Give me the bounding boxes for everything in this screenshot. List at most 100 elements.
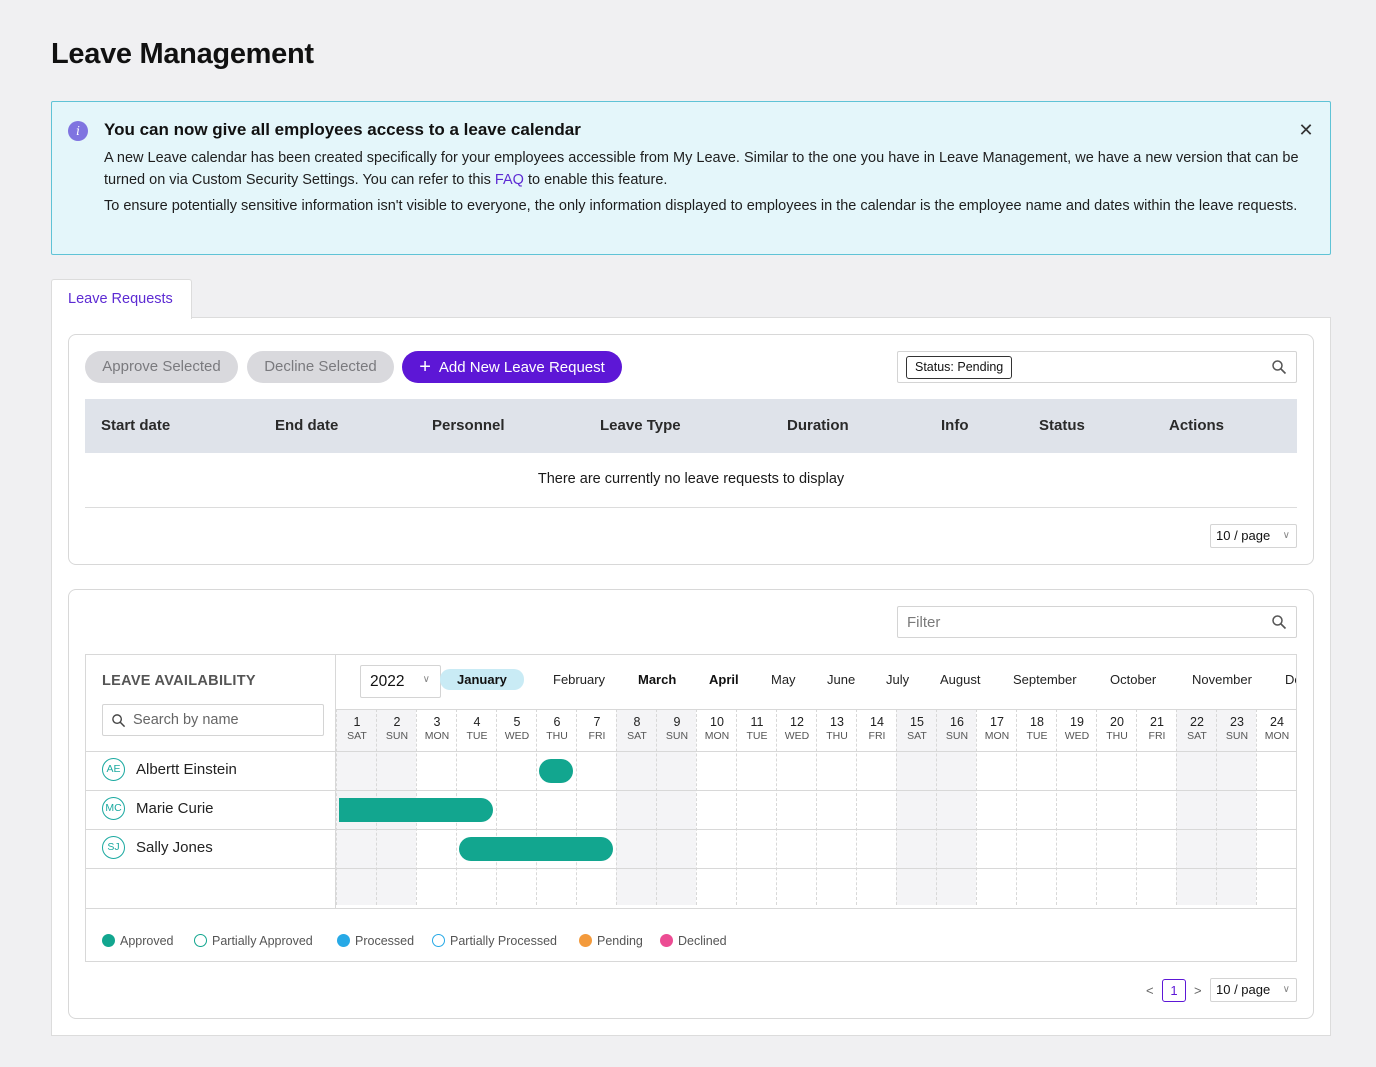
column-header[interactable]: Actions bbox=[1169, 417, 1225, 434]
leave-bar[interactable] bbox=[539, 759, 573, 783]
avatar: AE bbox=[102, 758, 125, 781]
pager-next[interactable]: > bbox=[1194, 983, 1202, 998]
leave-availability-title: LEAVE AVAILABILITY bbox=[102, 673, 256, 689]
day-of-week: TUE bbox=[746, 730, 768, 742]
legend-dot-icon bbox=[432, 934, 445, 947]
plus-icon: + bbox=[419, 356, 431, 378]
filter-placeholder: Filter bbox=[907, 614, 941, 631]
legend-label: Partially Approved bbox=[212, 934, 313, 948]
info-icon: i bbox=[68, 121, 88, 141]
page-size-select[interactable]: 10 / page ∨ bbox=[1210, 978, 1297, 1002]
divider bbox=[86, 908, 1296, 909]
legend-item: Processed bbox=[337, 934, 414, 948]
chevron-down-icon: ∨ bbox=[1282, 530, 1290, 541]
calendar-day-column: 13 THU bbox=[816, 709, 856, 905]
calendar-day-column: 14 FRI bbox=[856, 709, 896, 905]
avatar: MC bbox=[102, 797, 125, 820]
person-name[interactable]: Sally Jones bbox=[136, 839, 213, 856]
column-header[interactable]: End date bbox=[275, 417, 339, 434]
legend-label: Approved bbox=[120, 934, 174, 948]
calendar-day-column: 9 SUN bbox=[656, 709, 696, 905]
pager-prev[interactable]: < bbox=[1146, 983, 1154, 998]
day-number: 9 bbox=[673, 715, 681, 729]
banner-paragraph-1: A new Leave calendar has been created sp… bbox=[104, 147, 1309, 191]
month-tab-may[interactable]: May bbox=[771, 672, 796, 687]
calendar-day-column: 19 WED bbox=[1056, 709, 1096, 905]
tab-leave-requests[interactable]: Leave Requests bbox=[51, 279, 192, 319]
legend-dot-icon bbox=[337, 934, 350, 947]
legend-item: Approved bbox=[102, 934, 174, 948]
legend-item: Partially Approved bbox=[194, 934, 313, 948]
day-number: 4 bbox=[473, 715, 481, 729]
search-icon[interactable] bbox=[1271, 359, 1287, 375]
day-of-week: THU bbox=[826, 730, 848, 742]
info-banner: i You can now give all employees access … bbox=[51, 101, 1331, 255]
divider bbox=[85, 507, 1297, 508]
day-of-week: SAT bbox=[907, 730, 927, 742]
leave-bar[interactable] bbox=[459, 837, 613, 861]
search-icon[interactable] bbox=[1271, 614, 1287, 630]
day-of-week: SAT bbox=[627, 730, 647, 742]
day-number: 5 bbox=[513, 715, 521, 729]
month-tab-october[interactable]: October bbox=[1110, 672, 1157, 687]
calendar-day-column: 8 SAT bbox=[616, 709, 656, 905]
search-icon bbox=[112, 714, 126, 728]
name-search-input[interactable]: Search by name bbox=[102, 704, 324, 736]
column-header[interactable]: Duration bbox=[787, 417, 849, 434]
legend-label: Partially Processed bbox=[450, 934, 557, 948]
day-number: 16 bbox=[950, 715, 964, 729]
month-tab-february[interactable]: February bbox=[553, 672, 606, 687]
column-header[interactable]: Start date bbox=[101, 417, 171, 434]
calendar-day-column: 12 WED bbox=[776, 709, 816, 905]
calendar-day-column: 20 THU bbox=[1096, 709, 1136, 905]
faq-link[interactable]: FAQ bbox=[494, 172, 524, 188]
banner-text: to enable this feature. bbox=[523, 172, 668, 188]
page-size-select[interactable]: 10 / page ∨ bbox=[1210, 524, 1297, 548]
month-tab-august[interactable]: August bbox=[940, 672, 981, 687]
column-header[interactable]: Info bbox=[941, 417, 969, 434]
approve-selected-button[interactable]: Approve Selected bbox=[85, 351, 238, 383]
day-of-week: WED bbox=[504, 730, 530, 742]
month-tab-june[interactable]: June bbox=[827, 672, 856, 687]
legend-label: Declined bbox=[678, 934, 727, 948]
month-tab-july[interactable]: July bbox=[886, 672, 910, 687]
month-tab-january[interactable]: January bbox=[440, 669, 524, 690]
month-tab-april[interactable]: April bbox=[709, 672, 739, 687]
legend-item: Partially Processed bbox=[432, 934, 557, 948]
pager-page-1[interactable]: 1 bbox=[1162, 979, 1186, 1002]
day-of-week: TUE bbox=[1026, 730, 1048, 742]
person-name[interactable]: Albertt Einstein bbox=[136, 761, 237, 778]
close-icon[interactable]: ✕ bbox=[1298, 120, 1314, 140]
status-search-input[interactable]: Status: Pending bbox=[897, 351, 1297, 383]
chevron-down-icon: ∨ bbox=[1282, 984, 1290, 995]
day-number: 12 bbox=[790, 715, 804, 729]
leave-bar[interactable] bbox=[339, 798, 493, 822]
month-tab-march[interactable]: March bbox=[638, 672, 677, 687]
day-number: 2 bbox=[393, 715, 401, 729]
day-number: 23 bbox=[1230, 715, 1244, 729]
year-value: 2022 bbox=[370, 673, 405, 690]
column-header[interactable]: Leave Type bbox=[600, 417, 681, 434]
banner-paragraph-2: To ensure potentially sensitive informat… bbox=[104, 198, 1298, 214]
add-leave-request-button[interactable]: + Add New Leave Request bbox=[402, 351, 622, 383]
day-number: 19 bbox=[1070, 715, 1084, 729]
calendar-filter-input[interactable]: Filter bbox=[897, 606, 1297, 638]
status-filter-chip[interactable]: Status: Pending bbox=[906, 356, 1013, 379]
person-name[interactable]: Marie Curie bbox=[136, 800, 214, 817]
year-select[interactable]: 2022 ∨ bbox=[360, 665, 441, 698]
month-tab-september[interactable]: September bbox=[1013, 672, 1077, 687]
month-tab-november[interactable]: November bbox=[1192, 672, 1252, 687]
banner-title: You can now give all employees access to… bbox=[104, 120, 581, 139]
legend-item: Declined bbox=[660, 934, 727, 948]
day-number: 18 bbox=[1030, 715, 1044, 729]
chevron-down-icon: ∨ bbox=[422, 674, 430, 685]
divider bbox=[86, 829, 1296, 830]
column-header[interactable]: Personnel bbox=[432, 417, 505, 434]
day-of-week: TUE bbox=[466, 730, 488, 742]
decline-selected-button[interactable]: Decline Selected bbox=[247, 351, 394, 383]
column-header[interactable]: Status bbox=[1039, 417, 1085, 434]
legend-item: Pending bbox=[579, 934, 643, 948]
day-number: 7 bbox=[593, 715, 601, 729]
month-tab-de[interactable]: De bbox=[1285, 672, 1296, 687]
day-of-week: WED bbox=[784, 730, 810, 742]
